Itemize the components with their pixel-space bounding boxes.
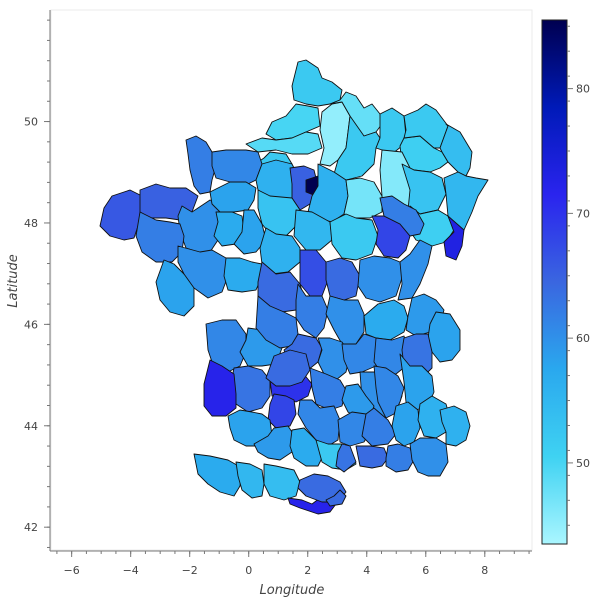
region-vienne[interactable]: Vienne: 60 bbox=[325, 295, 365, 345]
colorbar-tick-label: 50 bbox=[576, 457, 590, 470]
region-creuse[interactable]: Creuse: 60 bbox=[317, 337, 351, 381]
region-var[interactable]: Var: 54 bbox=[263, 463, 301, 501]
region-herault[interactable]: Herault: 57 bbox=[193, 453, 243, 497]
region-cote-d-or[interactable]: Cote-d'Or: 55 bbox=[293, 209, 333, 251]
department-regions: Nord: 52Pas-de-Calais: 50Somme: 49Aisne:… bbox=[99, 59, 489, 515]
colorbar-gradient bbox=[541, 19, 568, 545]
region-manche[interactable]: Manche: 62 bbox=[185, 135, 217, 195]
y-tick-label: 48 bbox=[24, 217, 38, 230]
y-tick-label: 44 bbox=[24, 420, 38, 433]
region-ariege[interactable]: Ariege: 64 bbox=[325, 489, 347, 507]
region-tarn[interactable]: Tarn: 56 bbox=[439, 405, 471, 447]
region-aube[interactable]: Aube: 47 bbox=[343, 177, 383, 219]
region-ain[interactable]: Ain: 58 bbox=[427, 311, 461, 363]
region-meurthe-et-moselle[interactable]: Meurthe-et-Moselle: 53 bbox=[401, 163, 447, 215]
region-lozere[interactable]: Lozere: 61 bbox=[297, 399, 341, 447]
region-seine-maritime[interactable]: Seine-Maritime: 52 bbox=[333, 115, 381, 181]
region-jura[interactable]: Jura: 57 bbox=[223, 257, 263, 293]
region-haute-loire[interactable]: Haute-Loire: 62 bbox=[309, 367, 347, 411]
region-hautes-alpes[interactable]: Hautes-Alpes: 62 bbox=[361, 407, 397, 447]
x-tick-label: 4 bbox=[363, 564, 370, 577]
x-tick-label: 6 bbox=[422, 564, 429, 577]
colorbar-tick-label: 80 bbox=[576, 83, 590, 96]
region-landes[interactable]: Landes: 64 bbox=[355, 445, 389, 469]
region-finistere[interactable]: Finistere: 73 bbox=[443, 215, 465, 261]
region-mayenne[interactable]: Mayenne: 62 bbox=[379, 195, 425, 237]
region-lot[interactable]: Lot: 72 bbox=[203, 359, 237, 417]
region-yonne[interactable]: Yonne: 53 bbox=[257, 189, 301, 237]
x-tick-label: −6 bbox=[64, 564, 80, 577]
region-deux-sevres[interactable]: Deux-Sevres: 62 bbox=[295, 283, 329, 339]
region-somme[interactable]: Somme: 49 bbox=[245, 131, 323, 155]
region-cher[interactable]: Cher: 58 bbox=[155, 259, 195, 317]
region-bouches-du-rhone[interactable]: Bouches-du-Rhone: 55 bbox=[235, 461, 265, 499]
region-haute-garonne[interactable]: Haute-Garonne: 60 bbox=[409, 437, 449, 477]
x-tick-label: −4 bbox=[123, 564, 139, 577]
region-aveyron[interactable]: Aveyron: 68 bbox=[267, 393, 297, 429]
region-eure-et-loir[interactable]: Eure-et-Loir: 58 bbox=[209, 181, 257, 213]
region-cantal[interactable]: Cantal: 64 bbox=[265, 349, 311, 387]
y-axis-title: Latitude bbox=[6, 254, 21, 308]
x-tick-label: −2 bbox=[182, 564, 198, 577]
region-haute-saone[interactable]: Haute-Saone: 52 bbox=[329, 213, 379, 261]
y-tick-label: 42 bbox=[24, 521, 38, 534]
region-haute-savoie[interactable]: Haute-Savoie: 61 bbox=[205, 319, 247, 373]
region-aude[interactable]: Aude: 63 bbox=[335, 443, 357, 473]
region-gers[interactable]: Gers: 62 bbox=[385, 443, 415, 473]
region-doubs[interactable]: Doubs: 56 bbox=[259, 227, 301, 275]
colorbar: 50 60 70 80 bbox=[541, 19, 590, 545]
colorbar-tick-label: 70 bbox=[576, 207, 590, 220]
region-alpes-de-haute-provence[interactable]: Alpes-de-Haute-Provence: 57 bbox=[289, 427, 325, 467]
x-tick-label: 2 bbox=[304, 564, 311, 577]
region-orne[interactable]: Orne: 60 bbox=[177, 199, 221, 253]
region-saone-et-loire[interactable]: Saone-et-Loire: 60 bbox=[177, 245, 229, 299]
region-maine-et-loire[interactable]: Maine-et-Loire: 64 bbox=[325, 257, 361, 301]
region-loir-et-cher[interactable]: Loir-et-Cher: 60 bbox=[397, 239, 433, 301]
x-tick-label: 8 bbox=[481, 564, 488, 577]
region-marne[interactable]: Marne: 52 bbox=[375, 107, 407, 155]
region-haut-rhin[interactable]: Haut-Rhin: 55 bbox=[443, 171, 489, 231]
colorbar-tick-label: 60 bbox=[576, 332, 590, 345]
x-tick-label: 0 bbox=[245, 564, 252, 577]
y-tick-label: 46 bbox=[24, 318, 38, 331]
y-tick-label: 50 bbox=[24, 116, 38, 129]
x-axis-title: Longitude bbox=[260, 583, 325, 598]
region-indre-et-loire[interactable]: Indre-et-Loire: 60 bbox=[357, 255, 403, 303]
region-nievre[interactable]: Nievre: 58 bbox=[233, 209, 267, 255]
